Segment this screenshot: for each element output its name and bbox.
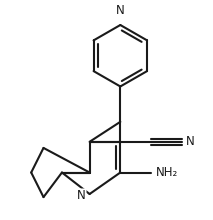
Text: N: N: [186, 135, 194, 148]
Text: N: N: [77, 189, 86, 202]
Text: NH₂: NH₂: [156, 166, 178, 179]
Text: N: N: [116, 4, 125, 17]
